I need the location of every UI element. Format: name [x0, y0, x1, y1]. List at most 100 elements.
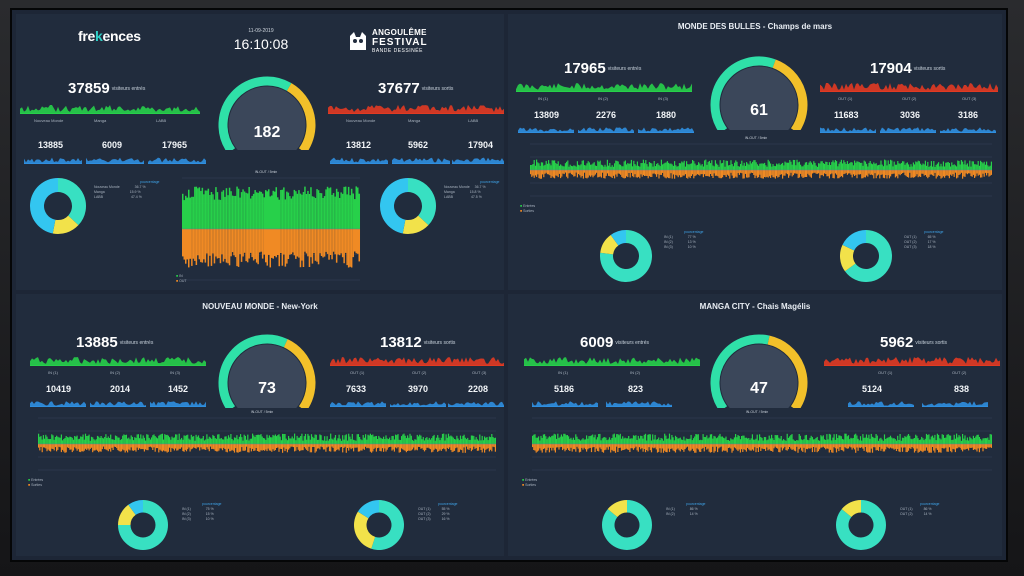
bar-out — [701, 170, 703, 175]
bar-in — [553, 433, 555, 444]
bar-out — [361, 444, 363, 451]
bar-out — [641, 170, 643, 177]
bar-in — [698, 440, 701, 444]
bar-in — [569, 438, 571, 444]
bar-out — [255, 444, 257, 448]
bar-out — [217, 444, 219, 452]
bar-out — [769, 444, 771, 451]
bar-out — [247, 444, 249, 453]
bar-out — [345, 444, 347, 453]
bar-out — [491, 444, 493, 452]
bar-out — [934, 170, 936, 173]
bar-in — [785, 440, 787, 444]
bar-in — [332, 439, 334, 444]
bar-in — [312, 436, 314, 444]
bar-in — [393, 439, 395, 444]
bar-out — [719, 444, 721, 448]
bar-in — [335, 188, 338, 229]
bar-out — [57, 444, 59, 450]
bar-out — [280, 229, 282, 253]
bar-out — [840, 170, 842, 177]
bar-out — [278, 229, 281, 267]
bar-out — [891, 170, 893, 175]
bar-out — [425, 444, 427, 451]
bar-in — [198, 187, 201, 229]
bar-out — [773, 444, 775, 449]
bar-in — [66, 437, 69, 444]
bar-out — [964, 170, 966, 177]
bar-in — [446, 437, 448, 444]
bar-out — [602, 444, 605, 453]
bar-out — [587, 444, 589, 450]
bar-out — [725, 170, 727, 177]
gauge-face — [228, 344, 306, 408]
exit-sublabel: OUT (1) — [838, 96, 853, 101]
bar-in — [680, 163, 682, 170]
bar-in — [582, 438, 584, 444]
bar-out — [358, 229, 361, 262]
bar-out — [272, 444, 274, 450]
bar-in — [87, 435, 89, 444]
donut-slice — [58, 178, 86, 226]
bar-out — [626, 170, 628, 177]
bar-in — [853, 434, 856, 444]
bar-out — [184, 444, 186, 450]
bar-out — [628, 170, 630, 173]
bar-out — [639, 170, 641, 179]
bar-out — [758, 170, 760, 178]
bar-out — [417, 444, 420, 447]
bar-out — [578, 170, 580, 175]
sparkline-area — [150, 401, 206, 407]
bar-in — [303, 436, 305, 444]
bar-out — [386, 444, 388, 450]
bar-in — [872, 164, 874, 170]
bar-in — [778, 163, 780, 170]
bar-in — [148, 437, 150, 444]
bar-out — [795, 170, 797, 174]
bar-out — [56, 444, 58, 452]
bar-out — [772, 170, 774, 178]
bar-out — [911, 170, 913, 178]
bar-out — [403, 444, 405, 451]
legend-header: pourcentage — [684, 230, 704, 234]
bar-in — [899, 163, 901, 170]
bar-out — [362, 444, 364, 449]
bar-out — [957, 170, 959, 178]
bar-in — [885, 160, 887, 170]
bar-out — [924, 170, 926, 175]
bar-out — [876, 444, 878, 450]
bar-in — [755, 438, 757, 444]
bar-in — [801, 166, 803, 170]
bar-in — [549, 163, 551, 170]
legend-value: 13 % — [687, 240, 696, 244]
bar-out — [551, 444, 553, 451]
bar-out — [564, 444, 566, 452]
entries-total: 17965 visiteurs entrés — [564, 60, 642, 77]
bar-out — [816, 170, 818, 174]
bar-out — [350, 229, 353, 268]
bar-in — [559, 436, 561, 444]
bar-out — [673, 444, 675, 452]
bar-out — [258, 444, 260, 452]
entries-donut — [118, 500, 168, 550]
bar-in — [453, 439, 456, 444]
bar-in — [923, 164, 925, 170]
bar-in — [105, 434, 107, 444]
bar-out — [544, 170, 546, 174]
bar-in — [373, 436, 375, 444]
bar-out — [941, 170, 943, 178]
exit-sublabel: OUT (3) — [962, 96, 977, 101]
bar-in — [986, 438, 988, 444]
bar-out — [974, 444, 976, 450]
bar-in — [813, 161, 815, 170]
bar-in — [772, 438, 774, 444]
bar-in — [821, 161, 823, 170]
bar-in — [398, 439, 400, 444]
bar-out — [743, 444, 745, 450]
bar-out — [87, 444, 89, 449]
bar-in — [167, 435, 169, 444]
bar-out — [118, 444, 120, 452]
bar-in — [670, 439, 672, 444]
bar-in — [194, 440, 196, 444]
bar-out — [131, 444, 133, 451]
